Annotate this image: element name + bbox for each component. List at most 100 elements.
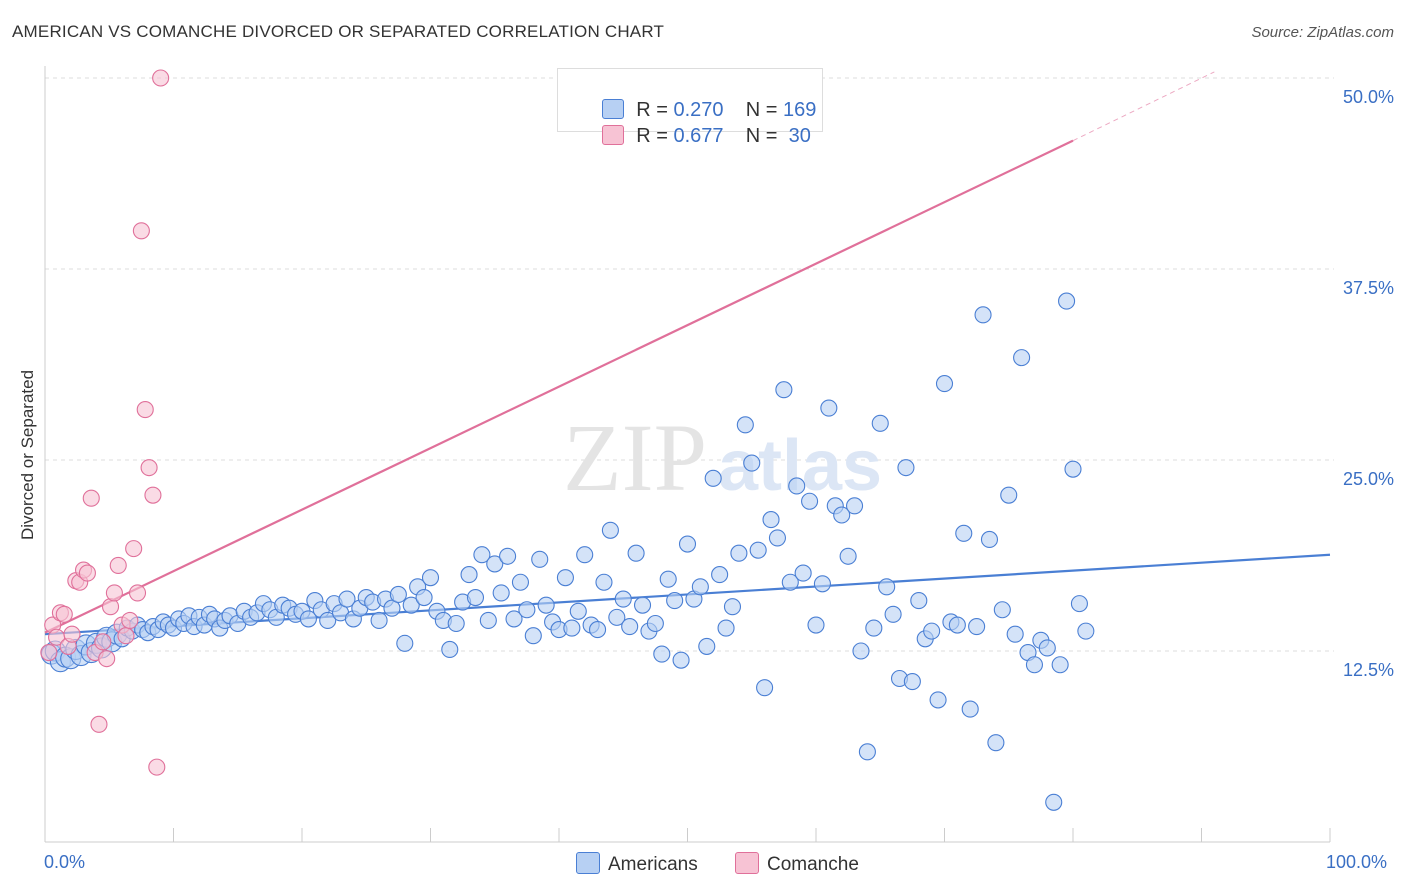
point-americans [858, 743, 876, 761]
point-comanche [63, 625, 81, 643]
point-americans [1013, 349, 1031, 367]
point-americans [794, 564, 812, 582]
legend-r-label: R = [636, 99, 674, 121]
watermark-atlas: atlas [718, 426, 882, 506]
legend-r-label: R = [636, 125, 674, 147]
point-americans [871, 414, 889, 432]
point-comanche [128, 584, 147, 602]
bottom-legend-comanche: Comanche [735, 852, 859, 876]
point-americans [672, 651, 690, 669]
point-americans [415, 588, 433, 607]
point-americans [903, 673, 921, 691]
point-americans [383, 599, 401, 617]
point-americans [466, 588, 485, 607]
point-americans [749, 541, 767, 559]
point-americans [518, 601, 536, 619]
point-americans [576, 546, 594, 564]
point-comanche [136, 401, 154, 419]
y-tick-label: 25.0% [1342, 469, 1394, 489]
point-americans [441, 640, 459, 659]
point-americans [299, 610, 317, 628]
point-americans [1058, 292, 1076, 310]
legend-r-value: 0.270 [673, 99, 724, 121]
point-americans [711, 566, 729, 584]
point-americans [820, 399, 838, 417]
legend-swatch-comanche [602, 125, 625, 145]
point-americans [479, 611, 497, 629]
point-americans [614, 590, 632, 608]
point-americans [775, 381, 793, 399]
point-americans [569, 602, 587, 620]
point-americans [524, 627, 542, 645]
point-americans [987, 734, 1005, 752]
point-americans [608, 608, 626, 626]
bottom-legend-label: Comanche [767, 854, 859, 875]
y-axis-label: Divorced or Separated [18, 369, 37, 541]
legend-n-value: 169 [783, 99, 817, 121]
point-americans [447, 614, 465, 633]
point-americans [948, 616, 966, 634]
point-americans [486, 555, 504, 573]
point-comanche [140, 459, 158, 477]
point-americans [865, 619, 883, 637]
point-americans [813, 575, 831, 593]
point-americans [511, 573, 530, 591]
y-tick-label: 50.0% [1342, 87, 1394, 107]
point-americans [505, 610, 523, 628]
legend-n-value: 30 [783, 125, 811, 147]
legend-row-comanche: R = 0.677 N = 30 [580, 102, 811, 147]
point-americans [396, 634, 414, 652]
point-comanche [82, 489, 100, 507]
y-tick-label: 12.5% [1342, 660, 1394, 680]
points-comanche [40, 69, 170, 776]
point-americans [801, 492, 819, 510]
point-americans [1064, 460, 1082, 478]
point-comanche [90, 715, 108, 733]
point-americans [756, 679, 774, 697]
legend-n-label: N = [745, 99, 784, 121]
point-americans [633, 596, 652, 614]
point-americans [884, 605, 902, 623]
point-americans [691, 578, 709, 596]
point-americans [698, 637, 716, 655]
point-americans [319, 611, 337, 629]
point-americans [723, 598, 742, 616]
point-americans [839, 547, 857, 565]
point-americans [878, 578, 896, 596]
point-americans [627, 544, 645, 562]
point-comanche [78, 564, 96, 582]
point-americans [588, 621, 607, 639]
point-americans [1045, 793, 1063, 811]
point-americans [762, 511, 780, 529]
point-comanche [105, 584, 123, 602]
point-americans [460, 566, 478, 584]
point-americans [929, 691, 947, 709]
point-americans [1025, 656, 1043, 674]
point-americans [389, 585, 407, 604]
point-americans [743, 454, 761, 472]
point-americans [402, 596, 420, 614]
y-tick-label: 37.5% [1342, 278, 1394, 298]
legend-r-value: 0.677 [673, 125, 724, 147]
point-americans [678, 535, 697, 553]
point-americans [845, 497, 864, 515]
point-americans [897, 459, 915, 477]
point-americans [473, 546, 491, 564]
point-americans [736, 416, 754, 434]
point-americans [974, 306, 992, 324]
point-comanche [98, 650, 116, 668]
point-americans [666, 592, 684, 610]
point-americans [704, 469, 722, 487]
watermark-zip: ZIP [563, 404, 707, 511]
chart-title: AMERICAN VS COMANCHE DIVORCED OR SEPARAT… [12, 22, 665, 41]
point-americans [807, 616, 825, 634]
point-comanche [121, 611, 139, 629]
point-americans [993, 601, 1011, 619]
point-americans [646, 614, 664, 633]
point-comanche [94, 633, 112, 651]
point-americans [968, 618, 986, 636]
bottom-legend-label: Americans [608, 854, 698, 875]
point-americans [781, 573, 799, 591]
source-label: Source: ZipAtlas.com [1251, 24, 1394, 41]
legend-row-americans: R = 0.270 N = 169 [580, 76, 816, 121]
